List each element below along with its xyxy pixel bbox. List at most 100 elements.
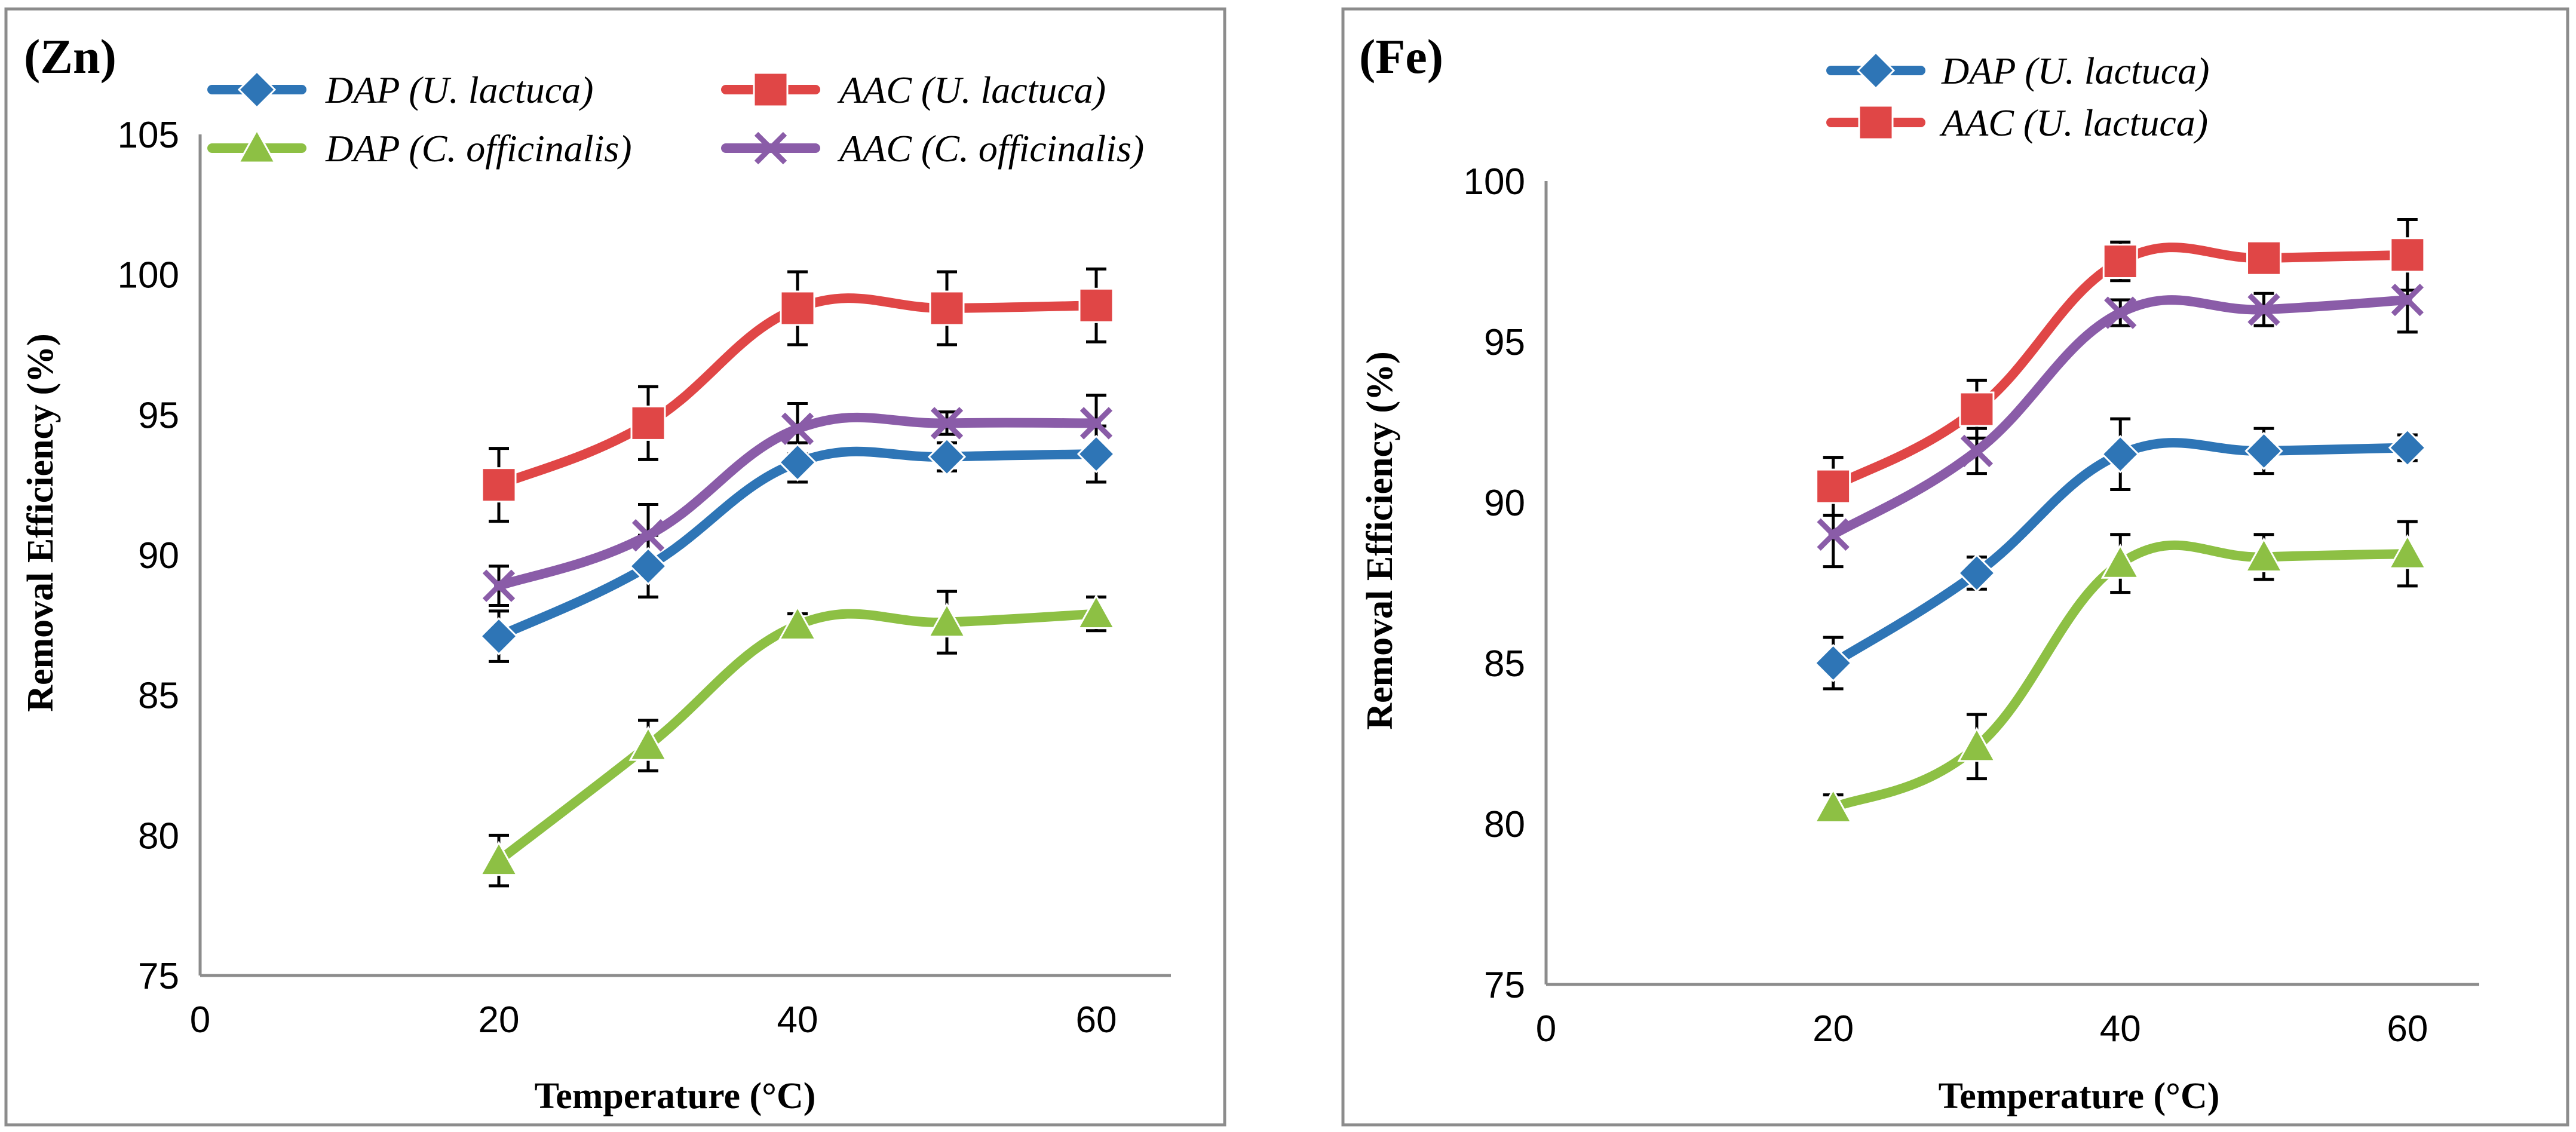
fe-y-tick-label: 85: [1484, 643, 1525, 685]
fe-plot-area: 75 80 85 90 95 100 0 20 40 60: [1464, 161, 2479, 1050]
data-point: [2244, 431, 2283, 471]
zn-x-tick-label: 40: [777, 999, 818, 1041]
zn-y-tick-label: 80: [138, 815, 179, 857]
data-point: [2388, 428, 2427, 467]
data-point: [481, 467, 517, 503]
fe-y-tick-label: 100: [1464, 161, 1525, 203]
data-point: [628, 726, 668, 761]
zn-markers-series-0: [479, 434, 1116, 656]
data-point: [2104, 296, 2137, 329]
fe-markers-series-3: [1817, 283, 2424, 551]
data-point: [479, 840, 519, 876]
fe-y-tick-label: 75: [1484, 965, 1525, 1006]
fe-panel-label: (Fe): [1359, 29, 1443, 84]
legend-label: AAC (U. lactuca): [837, 69, 1106, 111]
legend-label: AAC (C. officinalis): [837, 127, 1144, 170]
data-point: [2246, 240, 2282, 276]
legend-label: AAC (U. lactuca): [1939, 102, 2208, 144]
fe-markers-series-0: [1814, 428, 2427, 683]
data-point: [780, 290, 815, 326]
data-point: [2100, 544, 2140, 579]
zn-x-tick-label: 20: [479, 999, 520, 1041]
data-point: [1957, 726, 1997, 762]
data-point: [778, 605, 817, 640]
zn-y-tick-label: 95: [138, 395, 179, 436]
data-point: [2247, 293, 2280, 326]
zn-markers-series-1: [481, 287, 1114, 503]
zn-legend-entry: AAC (U. lactuca): [721, 69, 1106, 111]
fe-markers-series-2: [1814, 533, 2427, 823]
zn-y-axis-title: Removal Efficiency (%): [20, 333, 61, 712]
data-point: [927, 437, 967, 476]
data-point: [778, 443, 817, 482]
data-point: [1077, 434, 1116, 474]
fe-x-tick-label: 60: [2387, 1008, 2428, 1050]
zn-legend-entry: AAC (C. officinalis): [721, 127, 1144, 170]
fe-legend-entry: AAC (U. lactuca): [1826, 102, 2208, 144]
legend-swatch-marker: [237, 70, 277, 109]
data-point: [2388, 533, 2427, 569]
zn-markers-series-2: [479, 594, 1116, 876]
fe-legend-entry: DAP (U. lactuca): [1826, 50, 2209, 92]
data-point: [927, 602, 967, 638]
data-point: [630, 405, 666, 441]
data-point: [1814, 643, 1853, 683]
legend-swatch-marker: [1858, 105, 1894, 140]
fe-x-tick-label: 0: [1536, 1008, 1556, 1050]
zn-x-axis-title: Temperature (°C): [535, 1076, 816, 1116]
data-point: [1077, 594, 1116, 630]
zn-y-tick-label: 105: [118, 115, 179, 156]
data-point: [479, 616, 519, 656]
data-point: [2390, 237, 2425, 273]
data-point: [1816, 468, 1851, 504]
zn-legend: DAP (U. lactuca) AAC (U. lactuca) DAP (C. …: [207, 69, 1144, 170]
data-point: [2244, 537, 2284, 572]
legend-label: DAP (U. lactuca): [325, 69, 593, 111]
fe-y-tick-label: 80: [1484, 804, 1525, 845]
data-point: [1814, 788, 1853, 823]
legend-swatch-marker: [1856, 51, 1896, 90]
zn-legend-entry: DAP (U. lactuca): [207, 69, 593, 111]
fe-y-tick-label: 95: [1484, 322, 1525, 363]
zn-chart-frame: [4, 7, 1226, 1127]
data-point: [1957, 554, 1997, 593]
data-point: [2101, 435, 2140, 474]
zn-markers-series-3: [482, 407, 1113, 602]
zn-panel-label: (Zn): [24, 29, 116, 84]
zn-legend-entry: DAP (C. officinalis): [207, 127, 632, 170]
fe-chart-panel: (Fe) Removal Efficiency (%) Temperature …: [1341, 7, 2569, 1127]
data-point: [1078, 287, 1114, 323]
zn-x-tick-label: 0: [190, 999, 210, 1041]
fe-x-tick-label: 20: [1813, 1008, 1854, 1050]
legend-swatch-marker: [754, 131, 787, 165]
data-point: [1959, 391, 1995, 427]
data-point: [2102, 244, 2138, 279]
fe-legend: DAP (U. lactuca) AAC (U. lactuca): [1826, 50, 2209, 144]
zn-y-tick-label: 85: [138, 676, 179, 717]
data-point: [929, 290, 965, 326]
data-point: [631, 519, 665, 552]
fe-y-axis-title: Removal Efficiency (%): [1360, 351, 1400, 730]
zn-y-tick-label: 90: [138, 535, 179, 576]
fe-chart-frame: [1341, 7, 2569, 1127]
fe-y-tick-label: 90: [1484, 483, 1525, 524]
legend-swatch-marker: [237, 128, 277, 164]
data-point: [1960, 434, 1994, 468]
data-point: [1817, 518, 1850, 551]
zn-plot-area: 75 80 85 90 95 100 105 0 20 40 60: [118, 115, 1171, 1041]
data-point: [2391, 283, 2424, 317]
fe-markers-series-1: [1816, 237, 2425, 504]
zn-y-tick-label: 75: [138, 956, 179, 997]
zn-y-tick-label: 100: [118, 255, 179, 296]
data-point: [1080, 407, 1113, 440]
fe-x-tick-label: 40: [2100, 1008, 2141, 1050]
data-point: [781, 412, 814, 445]
legend-swatch-marker: [753, 72, 789, 108]
data-point: [628, 547, 668, 585]
legend-label: DAP (U. lactuca): [1941, 50, 2209, 92]
legend-label: DAP (C. officinalis): [325, 127, 632, 170]
fe-x-axis-title: Temperature (°C): [1939, 1076, 2220, 1116]
zn-chart-panel: (Zn) Removal Efficiency (%) Temperature …: [4, 7, 1226, 1127]
zn-x-tick-label: 60: [1076, 999, 1117, 1041]
